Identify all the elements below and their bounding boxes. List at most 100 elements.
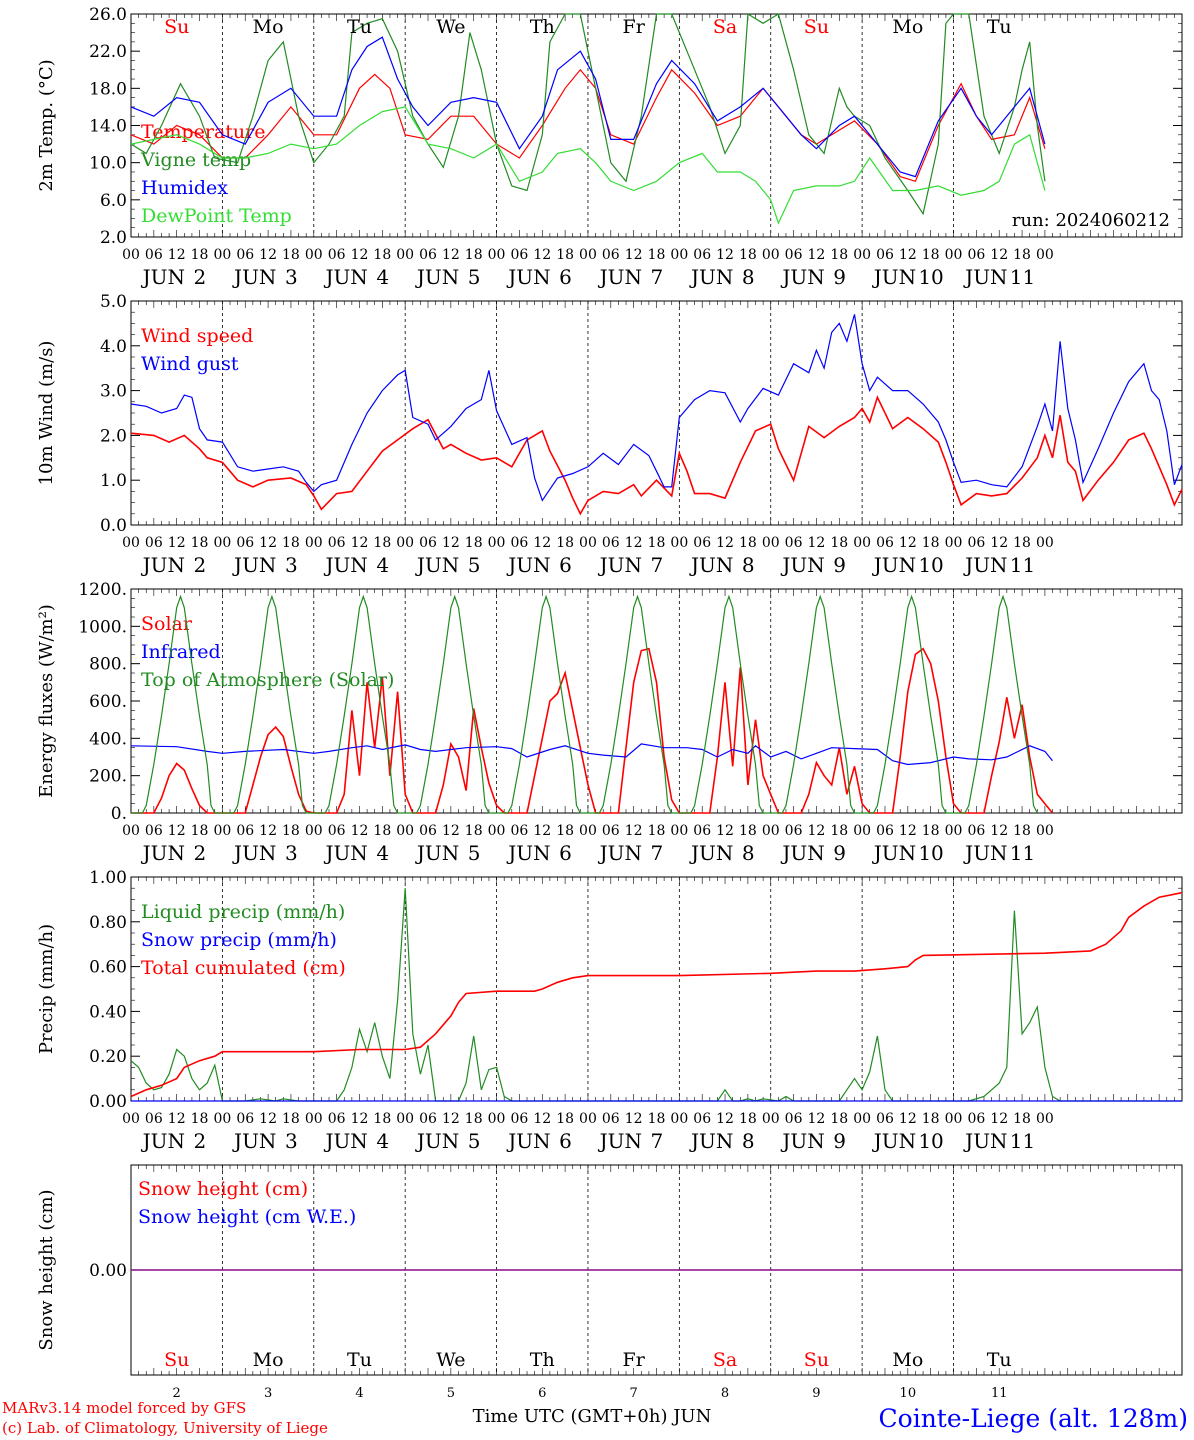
model-credit: MARv3.14 model forced by GFS	[2, 1399, 247, 1417]
month-label: JUN	[506, 553, 550, 577]
day-number-label: 3	[285, 553, 298, 577]
month-label: JUN	[780, 265, 824, 289]
hour-tick-label: 18	[373, 823, 391, 839]
month-label: JUN	[323, 1129, 367, 1153]
y-tick-label: 0.40	[89, 1002, 127, 1022]
hour-tick-label: 18	[465, 823, 483, 839]
hour-tick-label: 06	[876, 1111, 894, 1127]
hour-tick-label: 06	[328, 247, 346, 263]
day-number-label: 10	[918, 841, 943, 865]
hour-tick-label: 06	[602, 1111, 620, 1127]
panel-1: 26.0 22.0 18.0 14.0 10.0 6.0 2.0 2m Temp. (°C) T…	[36, 5, 1183, 289]
month-label: JUN	[963, 1129, 1007, 1153]
month-label: JUN	[872, 553, 916, 577]
hour-tick-label: 00	[853, 535, 871, 551]
series-line	[130, 314, 1183, 502]
hour-tick-label: 18	[1013, 1111, 1031, 1127]
day-number-label: 6	[559, 265, 572, 289]
hour-tick-label: 18	[373, 1111, 391, 1127]
month-label: JUN	[415, 841, 459, 865]
day-number-label: 11	[1010, 841, 1035, 865]
hour-tick-label: 18	[373, 247, 391, 263]
hour-tick-label: 00	[670, 823, 688, 839]
hour-tick-label: 00	[305, 535, 323, 551]
hour-tick-label: 12	[442, 247, 460, 263]
day-number-label: 8	[742, 265, 755, 289]
y-tick-label: 200.	[89, 767, 127, 787]
hour-tick-label: 00	[488, 535, 506, 551]
hour-tick-label: 06	[967, 535, 985, 551]
hour-tick-label: 00	[305, 823, 323, 839]
hour-tick-label: 06	[145, 247, 163, 263]
hour-tick-label: 12	[808, 1111, 826, 1127]
hour-tick-label: 18	[922, 823, 940, 839]
hour-tick-label: 18	[739, 823, 757, 839]
day-number-label: 8	[742, 841, 755, 865]
hour-tick-label: 00	[1036, 1111, 1054, 1127]
hour-tick-label: 06	[967, 823, 985, 839]
legend-entry: Humidex	[141, 177, 228, 199]
y-axis-label: Energy fluxes (W/m²)	[36, 604, 57, 798]
y-tick-label: 0.80	[89, 913, 127, 933]
hour-tick-label: 18	[830, 1111, 848, 1127]
day-number-label: 11	[991, 1386, 1008, 1401]
month-label: JUN	[872, 1129, 916, 1153]
hour-tick-label: 06	[328, 1111, 346, 1127]
hour-tick-label: 12	[351, 1111, 369, 1127]
y-tick-label: 0.60	[89, 958, 127, 978]
y-tick-label: 2.0	[100, 426, 127, 446]
hour-tick-label: 18	[648, 247, 666, 263]
hour-tick-label: 06	[328, 823, 346, 839]
hour-tick-label: 06	[419, 1111, 437, 1127]
legend-entry: Snow height (cm W.E.)	[138, 1206, 356, 1228]
day-of-week-label: Sa	[713, 16, 737, 38]
y-tick-label: 10.0	[89, 154, 127, 174]
hour-tick-label: 00	[670, 1111, 688, 1127]
y-tick-label: 6.0	[100, 191, 127, 211]
station-label: Cointe-Liege (alt. 128m)	[878, 1404, 1188, 1433]
hour-tick-label: 00	[670, 247, 688, 263]
panel-4: 1.00 0.80 0.60 0.40 0.20 0.00 Precip (mm/h) Liq…	[36, 868, 1183, 1153]
month-label: JUN	[232, 553, 276, 577]
month-label: JUN	[963, 265, 1007, 289]
hour-tick-label: 18	[465, 535, 483, 551]
day-number-label: 10	[918, 553, 943, 577]
month-label: JUN	[872, 265, 916, 289]
hour-tick-label: 18	[282, 535, 300, 551]
day-number-label: 3	[285, 265, 298, 289]
hour-tick-label: 12	[625, 823, 643, 839]
hour-tick-label: 12	[533, 247, 551, 263]
day-number-label: 6	[559, 1129, 572, 1153]
month-label: JUN	[598, 1129, 642, 1153]
y-tick-label: 1200.	[78, 580, 127, 600]
hour-tick-label: 00	[488, 1111, 506, 1127]
hour-tick-label: 06	[602, 247, 620, 263]
hour-tick-label: 00	[945, 247, 963, 263]
day-number-label: 7	[651, 553, 664, 577]
month-label: JUN	[780, 553, 824, 577]
y-tick-label: 3.0	[100, 382, 127, 402]
hour-tick-label: 12	[442, 535, 460, 551]
day-of-week-label: Tu	[987, 16, 1012, 38]
hour-tick-label: 06	[236, 247, 254, 263]
hour-tick-label: 06	[876, 247, 894, 263]
day-of-week-label: Th	[530, 16, 555, 38]
hour-tick-label: 18	[191, 247, 209, 263]
hour-tick-label: 18	[556, 247, 574, 263]
hour-tick-label: 00	[945, 1111, 963, 1127]
hour-tick-label: 12	[625, 1111, 643, 1127]
day-number-label: 5	[447, 1386, 455, 1401]
day-of-week-label: Su	[804, 16, 829, 38]
hour-tick-label: 00	[579, 823, 597, 839]
day-of-week-label: Su	[164, 16, 189, 38]
y-axis-label: 10m Wind (m/s)	[36, 341, 57, 486]
day-of-week-label: Su	[804, 1349, 829, 1371]
month-label: JUN	[415, 1129, 459, 1153]
day-number-label: 5	[468, 265, 481, 289]
hour-tick-label: 00	[762, 247, 780, 263]
panel-2: 5.0 4.0 3.0 2.0 1.0 0.0 10m Wind (m/s) Wind spe…	[36, 292, 1183, 577]
month-label: JUN	[323, 265, 367, 289]
hour-tick-label: 18	[191, 823, 209, 839]
month-label: JUN	[689, 841, 733, 865]
